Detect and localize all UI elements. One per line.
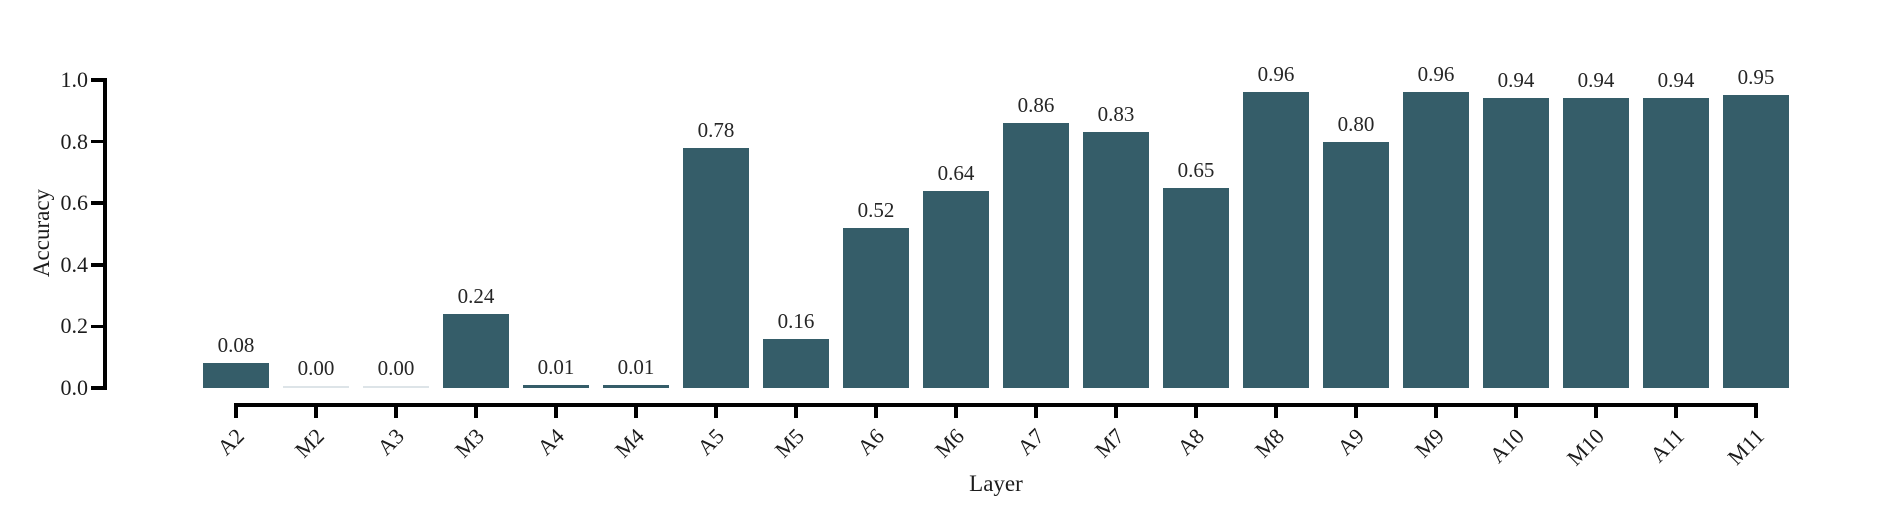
x-tick xyxy=(1034,403,1038,418)
bar xyxy=(1083,132,1149,388)
x-tick xyxy=(314,403,318,418)
bar xyxy=(1003,123,1069,388)
bar-value-label: 0.94 xyxy=(1577,68,1615,92)
y-tick xyxy=(91,139,103,144)
x-tick xyxy=(1194,403,1198,418)
x-tick xyxy=(1674,403,1678,418)
bar xyxy=(1163,188,1229,388)
bar-value-label: 0.64 xyxy=(937,161,975,185)
y-tick-label: 0.8 xyxy=(60,128,89,154)
bar-value-label: 0.94 xyxy=(1657,68,1695,92)
bar-value-label: 0.78 xyxy=(697,118,735,142)
bar-value-label: 0.95 xyxy=(1737,65,1775,89)
x-tick xyxy=(1514,403,1518,418)
y-tick-label: 1.0 xyxy=(60,67,89,92)
bar xyxy=(363,386,429,388)
bar xyxy=(1323,142,1389,388)
bar xyxy=(443,314,509,388)
y-tick-label: 0.4 xyxy=(60,251,89,277)
y-axis-label: Accuracy xyxy=(29,188,54,278)
bar xyxy=(523,385,589,388)
bar-value-label: 0.01 xyxy=(537,355,575,379)
y-tick-label: 0.6 xyxy=(60,190,89,216)
y-tick xyxy=(91,324,103,329)
bar xyxy=(603,385,669,388)
bar xyxy=(1643,98,1709,388)
bar xyxy=(203,363,269,388)
bar xyxy=(923,191,989,388)
bar xyxy=(283,386,349,388)
x-tick xyxy=(1354,403,1358,418)
x-tick xyxy=(1274,403,1278,418)
bar-value-label: 0.96 xyxy=(1417,62,1455,86)
x-tick xyxy=(634,403,638,418)
x-tick xyxy=(874,403,878,418)
bar-value-label: 0.80 xyxy=(1337,112,1375,136)
bar-value-label: 0.65 xyxy=(1177,158,1215,182)
x-tick xyxy=(1594,403,1598,418)
x-axis-spine xyxy=(234,403,1758,407)
y-tick xyxy=(91,201,103,205)
bar-value-label: 0.08 xyxy=(217,333,255,357)
y-tick-label: 0.2 xyxy=(60,313,89,339)
x-tick xyxy=(394,403,398,418)
bar xyxy=(843,228,909,388)
y-tick xyxy=(91,78,103,82)
x-tick xyxy=(714,403,718,418)
bar-value-label: 0.16 xyxy=(777,309,815,333)
y-tick-label: 0.0 xyxy=(60,375,89,400)
bar-value-label: 0.01 xyxy=(617,355,655,379)
bar-value-label: 0.94 xyxy=(1497,68,1535,92)
x-axis-label: Layer xyxy=(969,471,1023,496)
bar xyxy=(683,148,749,388)
bar-value-label: 0.00 xyxy=(377,356,415,380)
x-tick xyxy=(1114,403,1118,418)
bar-value-label: 0.00 xyxy=(297,356,335,380)
y-axis-spine xyxy=(103,78,107,390)
bar xyxy=(1243,92,1309,388)
bar-value-label: 0.83 xyxy=(1097,102,1135,126)
y-tick xyxy=(91,386,103,390)
bar-value-label: 0.86 xyxy=(1017,93,1055,117)
x-tick xyxy=(794,403,798,418)
bar xyxy=(1563,98,1629,388)
x-tick xyxy=(474,403,478,418)
bar xyxy=(1403,92,1469,388)
bar-value-label: 0.24 xyxy=(457,284,495,308)
x-tick xyxy=(1754,403,1758,418)
bar-value-label: 0.96 xyxy=(1257,62,1295,86)
bar-value-label: 0.52 xyxy=(857,198,895,222)
bar xyxy=(1723,95,1789,388)
x-tick xyxy=(1434,403,1438,418)
x-tick xyxy=(234,403,238,418)
bar xyxy=(763,339,829,388)
bar xyxy=(1483,98,1549,388)
y-tick xyxy=(91,263,103,267)
x-tick xyxy=(554,403,558,418)
x-tick xyxy=(954,403,958,418)
